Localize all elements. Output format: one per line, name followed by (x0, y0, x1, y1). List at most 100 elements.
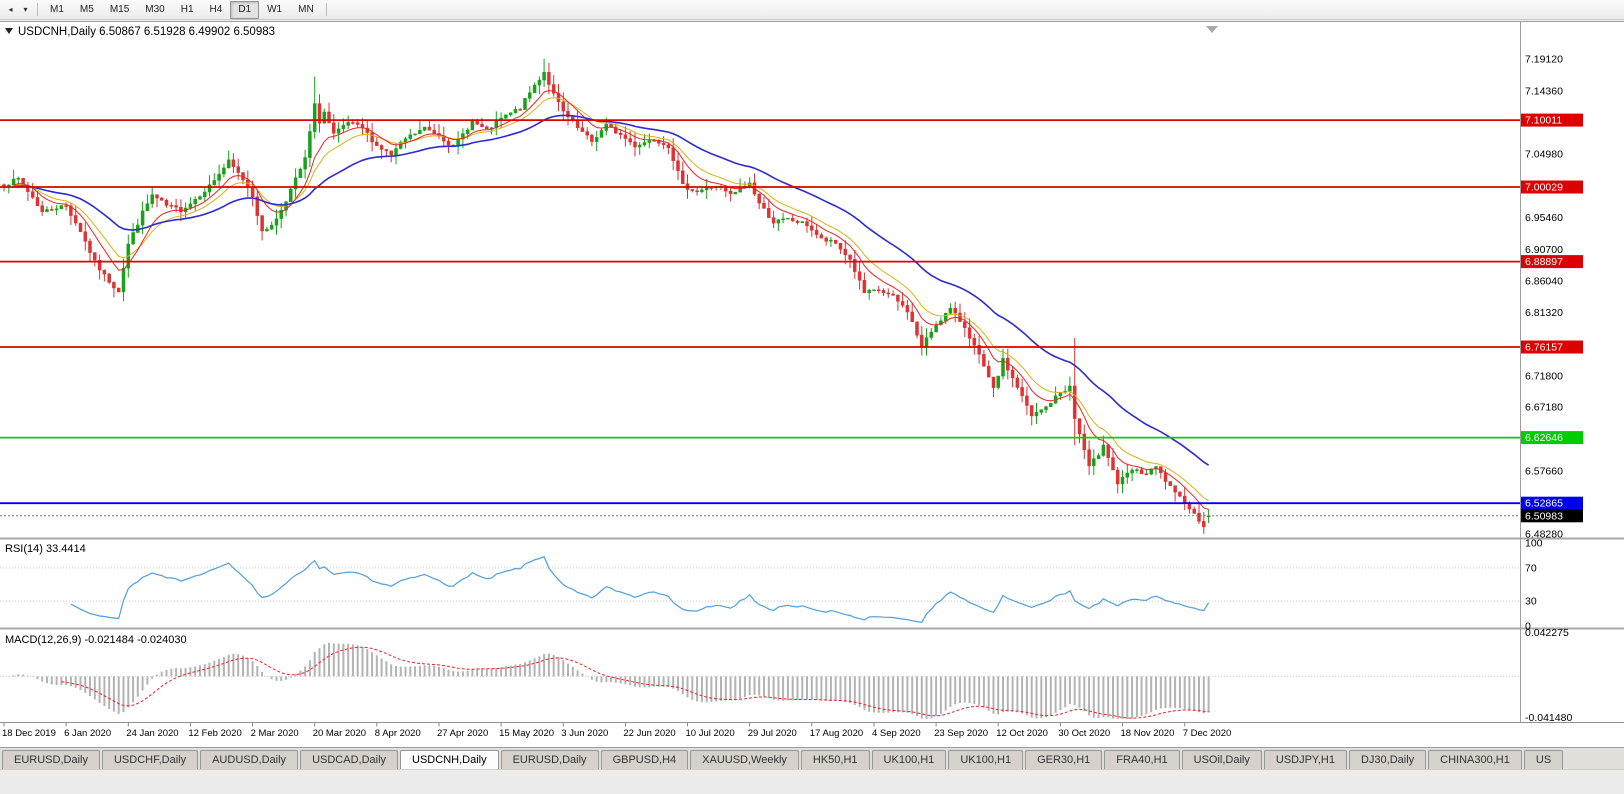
candle-body (418, 129, 422, 135)
candle-body (1173, 485, 1177, 493)
timeframe-button-m5[interactable]: M5 (79, 3, 94, 15)
level-7.00029-badge-label: 7.00029 (1525, 182, 1563, 194)
candle-body (332, 122, 336, 134)
candle-body (322, 111, 327, 124)
chart-tab-14[interactable]: USDJPY,H1 (1263, 750, 1347, 769)
timeframe-button-m15[interactable]: M15 (109, 3, 130, 15)
rsi-line (70, 556, 1210, 623)
candle-body (661, 143, 666, 146)
candle-body (681, 170, 685, 184)
time-axis-label: 17 Aug 2020 (810, 728, 863, 739)
chart-tab-2[interactable]: AUDUSD,Daily (200, 750, 299, 769)
candle-body (513, 109, 518, 114)
time-axis-label: 3 Jun 2020 (561, 728, 608, 739)
price-axis-tick: 7.04980 (1525, 148, 1563, 160)
candle-body (963, 321, 967, 328)
chart-tab-4[interactable]: USDCNH,Daily (400, 750, 499, 769)
candle-body (805, 221, 809, 227)
candle-body (910, 311, 914, 323)
candle-body (609, 123, 613, 128)
chart-tab-3[interactable]: USDCAD,Daily (300, 750, 399, 769)
level-7.10011-badge (1521, 113, 1583, 127)
timeframe-button-h4[interactable]: H4 (209, 3, 223, 15)
candle-body (618, 132, 623, 135)
candle-body (389, 150, 393, 156)
time-axis-label: 4 Sep 2020 (872, 728, 921, 739)
chart-tab-6[interactable]: GBPUSD,H4 (600, 750, 689, 769)
toolbar-dropdown-icon[interactable]: ▾ (23, 5, 28, 14)
chart-tab-10[interactable]: UK100,H1 (948, 750, 1024, 769)
candle-body (523, 98, 527, 110)
candle-body (934, 324, 938, 333)
candle-body (881, 290, 886, 294)
chart-tab-9[interactable]: UK100,H1 (871, 750, 947, 769)
chart-tab-8[interactable]: HK50,H1 (800, 750, 870, 769)
chart-tab-12[interactable]: FRA40,H1 (1104, 750, 1180, 769)
price-axis-tick: 6.90700 (1525, 244, 1563, 256)
timeframe-button-m1[interactable]: M1 (50, 3, 64, 15)
candle-body (355, 122, 360, 125)
timeframe-button-d1[interactable]: D1 (230, 0, 260, 19)
timeframe-button-mn[interactable]: MN (298, 3, 314, 15)
timeframe-button-h1[interactable]: H1 (180, 3, 194, 15)
candle-body (504, 114, 508, 119)
chart-tab-11[interactable]: GER30,H1 (1025, 750, 1103, 769)
symbol-dropdown-icon[interactable] (5, 28, 13, 34)
chart-tab-5[interactable]: EURUSD,Daily (500, 750, 599, 769)
rsi-axis-label: 30 (1525, 596, 1537, 608)
candle-body (580, 127, 585, 132)
candle-body (508, 112, 513, 116)
time-axis[interactable]: 18 Dec 2019 6 Jan 2020 24 Jan 2020 12 Feb 2… (2, 723, 1231, 739)
candle-body (341, 125, 346, 130)
candle-body (757, 193, 761, 204)
timeframe-button-m30[interactable]: M30 (145, 3, 165, 15)
chart-tab-0[interactable]: EURUSD,Daily (2, 750, 100, 769)
chart-tab-1[interactable]: USDCHF,Daily (101, 750, 199, 769)
macd-axis-max: 0.042275 (1525, 627, 1569, 639)
candle-body (614, 126, 618, 134)
chart-tab-16[interactable]: CHINA300,H1 (1428, 750, 1522, 769)
chart-tab-15[interactable]: DJ30,Daily (1348, 750, 1427, 769)
price-axis-tick: 6.71800 (1525, 371, 1563, 383)
candle-body (547, 72, 551, 85)
ma-red-line (13, 89, 1209, 510)
candle-body (876, 289, 881, 292)
level-7.10011-badge-label: 7.10011 (1525, 115, 1562, 127)
candle-body (829, 239, 833, 242)
candle-body (465, 129, 470, 134)
chart-tab-7[interactable]: XAUUSD,Weekly (690, 750, 799, 769)
candle-body (370, 132, 374, 143)
candle-body (958, 312, 962, 322)
level-6.88897-badge (1521, 255, 1583, 269)
ma-gold-line (13, 97, 1209, 501)
candle-body (953, 307, 957, 314)
chart-shift-marker[interactable] (1206, 26, 1218, 33)
candle-body (150, 194, 154, 204)
candle-body (83, 231, 88, 242)
candle-body (107, 273, 111, 283)
candle-body (728, 190, 733, 195)
candle-body (786, 217, 790, 220)
candle-body (1044, 406, 1048, 410)
candle-body (967, 327, 972, 339)
candle-body (585, 131, 589, 136)
timeframe-toolbar: ◂ ▾ M1 M5 M15 M30 H1 H4 D1 W1 MN (0, 0, 1624, 20)
candle-body (179, 206, 183, 213)
toolbar-back-icon[interactable]: ◂ (8, 5, 13, 14)
chart-tab-13[interactable]: USOil,Daily (1181, 750, 1262, 769)
time-axis-label: 12 Oct 2020 (996, 728, 1048, 739)
candle-body (561, 101, 566, 112)
chart-tabbar: EURUSD,Daily USDCHF,Daily AUDUSD,Daily USDC… (0, 747, 1624, 769)
chart-canvas[interactable]: 7.19120 7.14360 7.04980 6.95460 6.90700 6.860… (0, 22, 1624, 748)
candle-body (312, 103, 317, 132)
candle-body (59, 205, 64, 210)
candle-body (255, 196, 260, 216)
candle-body (886, 292, 891, 295)
rsi-axis-label: 0 (1525, 621, 1531, 633)
candle-body (1049, 402, 1053, 407)
timeframe-button-w1[interactable]: W1 (267, 3, 283, 15)
chart-tab-17[interactable]: US (1523, 750, 1564, 769)
candle-body (551, 84, 556, 94)
time-axis-label: 18 Dec 2019 (2, 728, 56, 739)
candle-body (379, 145, 384, 150)
